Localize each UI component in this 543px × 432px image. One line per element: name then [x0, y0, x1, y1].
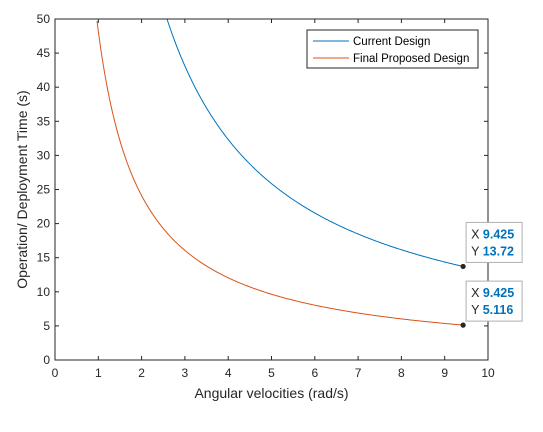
y-tick-label: 0: [43, 353, 50, 367]
x-tick-label: 3: [182, 366, 189, 380]
y-tick-label: 10: [37, 285, 51, 299]
x-ticks: 0 1 2 3 4 5 6 7 8 9 10: [52, 19, 495, 380]
datatip-marker-1[interactable]: [460, 263, 466, 270]
series-line-2: [96, 20, 464, 326]
datatips: X 9.425 Y 13.72 X 9.425 Y 5.116: [460, 221, 523, 328]
datatip-x-1: X 9.425: [471, 227, 514, 241]
x-tick-label: 2: [138, 366, 145, 380]
y-tick-label: 25: [37, 183, 51, 197]
datatip-marker-2[interactable]: [460, 322, 466, 328]
y-tick-label: 30: [37, 148, 51, 162]
y-axis-label: Operation/ Deployment Time (s): [14, 90, 30, 288]
legend-label-2: Final Proposed Design: [353, 53, 469, 65]
y-tick-label: 20: [37, 217, 51, 231]
x-tick-label: 9: [441, 366, 448, 380]
datatip-y-1: Y 13.72: [471, 244, 514, 258]
datatip-box-2: [465, 280, 523, 322]
legend-box: [306, 29, 479, 69]
y-tick-label: 45: [37, 46, 51, 60]
x-axis-label: Angular velocities (rad/s): [194, 385, 348, 401]
series-group: [96, 19, 464, 326]
y-tick-label: 5: [43, 319, 50, 333]
y-tick-label: 35: [37, 114, 51, 128]
x-tick-label: 4: [225, 366, 232, 380]
x-tick-label: 10: [481, 366, 495, 380]
x-tick-label: 0: [52, 366, 59, 380]
y-tick-label: 50: [37, 12, 51, 26]
plot-frame: [54, 18, 489, 361]
y-ticks: 0 5 10 15 20 25 30 35 40 45 50: [37, 12, 488, 367]
plot-area: [55, 19, 488, 360]
series-line-1: [166, 19, 464, 267]
legend-label-1: Current Design: [353, 36, 430, 48]
x-tick-label: 1: [95, 366, 102, 380]
legend: Current Design Final Proposed Design: [306, 29, 479, 69]
x-tick-label: 6: [311, 366, 318, 380]
datatip-x-2: X 9.425: [471, 286, 514, 300]
datatip-box-1: [465, 221, 523, 263]
y-tick-label: 15: [37, 251, 51, 265]
y-tick-label: 40: [37, 80, 51, 94]
datatip-y-2: Y 5.116: [471, 303, 513, 317]
x-tick-label: 7: [355, 366, 362, 380]
x-tick-label: 8: [398, 366, 405, 380]
x-tick-label: 5: [268, 366, 275, 380]
